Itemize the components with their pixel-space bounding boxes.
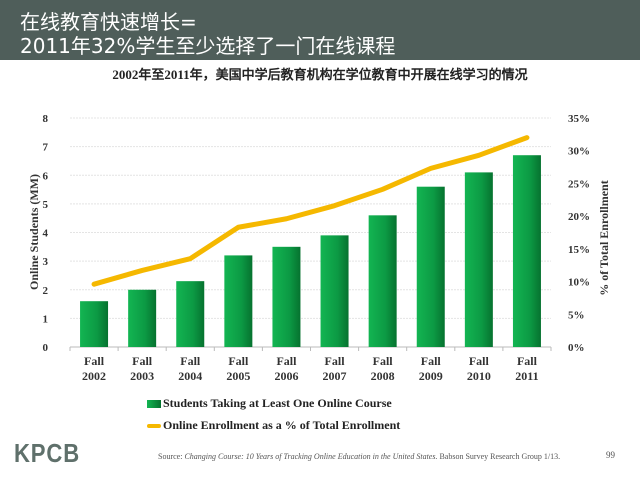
x-tick-label: 2008: [371, 369, 395, 383]
page-number: 99: [606, 450, 615, 460]
y-tick-label: 8: [43, 113, 49, 125]
bar: [512, 155, 541, 347]
y2-tick-label: 5%: [568, 309, 585, 321]
x-tick-label: 2009: [419, 369, 443, 383]
y2-axis-label: % of Total Enrollment: [597, 180, 611, 295]
x-tick-label: Fall: [325, 354, 346, 368]
slide-title-line2: 2011年32%学生至少选择了一门在线课程: [20, 34, 396, 58]
bar: [320, 235, 349, 347]
source-prefix: Source:: [158, 452, 185, 461]
bar: [176, 281, 205, 347]
y-tick-label: 0: [43, 342, 49, 354]
chart-subtitle: 2002年至2011年，美国中学后教育机构在学位教育中开展在线学习的情况: [112, 67, 528, 82]
legend-item-bars: Students Taking at Least One Online Cour…: [147, 396, 392, 411]
y2-tick-label: 15%: [568, 244, 590, 256]
x-tick-label: 2005: [226, 369, 250, 383]
slide-title-line1: 在线教育快速增长=: [20, 10, 197, 34]
bar: [128, 289, 157, 347]
bar: [224, 255, 253, 347]
x-tick-label: 2002: [82, 369, 106, 383]
y2-tick-label: 10%: [568, 277, 590, 289]
line-series: [91, 135, 530, 287]
x-tick-label: 2010: [467, 369, 491, 383]
y2-tick-label: 25%: [568, 178, 590, 190]
bar: [80, 301, 109, 347]
source-suffix: Babson Survey Research Group 1/13.: [437, 452, 561, 461]
x-tick-label: 2006: [274, 369, 298, 383]
y-tick-label: 4: [43, 228, 49, 240]
x-tick-label: Fall: [228, 354, 249, 368]
y-tick-label: 6: [43, 170, 49, 182]
bar: [416, 186, 445, 347]
bar: [464, 172, 493, 347]
x-tick-label: Fall: [276, 354, 297, 368]
y-tick-label: 3: [43, 256, 49, 268]
source-note: Source: Changing Course: 10 Years of Tra…: [158, 452, 560, 461]
y-tick-label: 7: [43, 142, 49, 154]
x-tick-label: Fall: [132, 354, 153, 368]
title-bar: 在线教育快速增长= 2011年32%学生至少选择了一门在线课程: [0, 0, 640, 60]
x-tick-label: 2007: [323, 369, 347, 383]
legend-swatch-bar: [147, 400, 161, 409]
bar: [272, 246, 301, 347]
legend-swatch-line: [147, 424, 161, 429]
x-tick-label: Fall: [84, 354, 105, 368]
y2-tick-label: 20%: [568, 211, 590, 223]
x-tick-label: 2003: [130, 369, 154, 383]
y-tick-label: 5: [43, 199, 49, 211]
kpcb-logo: KPCB: [14, 438, 81, 468]
x-tick-label: Fall: [373, 354, 394, 368]
x-tick-label: 2004: [178, 369, 202, 383]
y-axis-label: Online Students (MM): [27, 174, 41, 290]
chart: 0123456780%5%10%15%20%25%30%35%Fall2002F…: [27, 113, 611, 383]
x-tick-label: Fall: [469, 354, 490, 368]
source-title: Changing Course: 10 Years of Tracking On…: [184, 452, 438, 461]
x-tick-label: 2011: [515, 369, 538, 383]
legend-label: Online Enrollment as a % of Total Enroll…: [163, 418, 401, 432]
x-tick-label: Fall: [517, 354, 538, 368]
y-tick-label: 2: [43, 285, 49, 297]
legend-label: Students Taking at Least One Online Cour…: [163, 396, 392, 410]
y2-tick-label: 30%: [568, 146, 590, 158]
x-tick-label: Fall: [180, 354, 201, 368]
legend-item-line: Online Enrollment as a % of Total Enroll…: [147, 418, 400, 433]
y2-tick-label: 0%: [568, 342, 585, 354]
y-tick-label: 1: [43, 313, 49, 325]
x-tick-label: Fall: [421, 354, 442, 368]
y2-tick-label: 35%: [568, 113, 590, 125]
bar: [368, 215, 397, 347]
